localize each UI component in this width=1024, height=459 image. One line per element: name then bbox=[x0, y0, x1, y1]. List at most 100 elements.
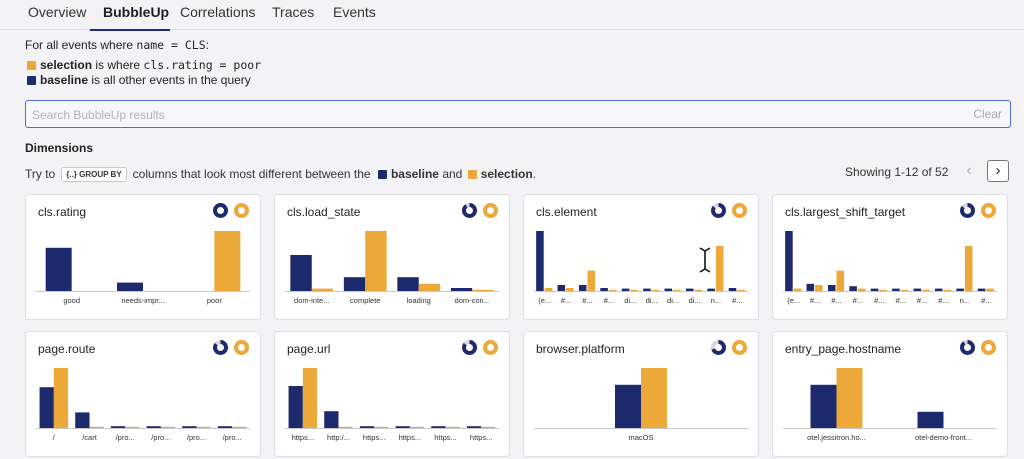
card-title: cls.element bbox=[536, 205, 597, 219]
card-title: browser.platform bbox=[536, 342, 625, 356]
chevron-left-icon[interactable]: ‹ bbox=[966, 162, 972, 179]
baseline-bar bbox=[146, 426, 161, 428]
intro-prefix: For all events where bbox=[25, 38, 137, 52]
selection-bar bbox=[338, 426, 353, 428]
baseline-bar bbox=[956, 288, 964, 291]
baseline-bar bbox=[397, 277, 419, 291]
tab-events[interactable]: Events bbox=[333, 4, 376, 20]
card-title: cls.largest_shift_target bbox=[785, 205, 906, 219]
baseline-bar bbox=[450, 288, 473, 291]
tab-overview[interactable]: Overview bbox=[28, 4, 87, 20]
x-tick-label: #... bbox=[874, 296, 884, 305]
bar-chart: macOS bbox=[534, 368, 748, 442]
selection-bar bbox=[879, 289, 887, 291]
baseline-ring-icon bbox=[213, 203, 228, 218]
baseline-bar bbox=[827, 285, 836, 291]
selection-ring-icon bbox=[732, 340, 747, 355]
bar-chart: https... http:/... https... https... https..… bbox=[285, 368, 499, 442]
bar-chart: (e... #... #... #... #... #... #... #... n... #..… bbox=[783, 231, 997, 305]
dimension-card-cls-largest-shift-target[interactable]: cls.largest_shift_target (e... #... #... #..… bbox=[772, 194, 1008, 320]
selection-bar bbox=[651, 289, 660, 291]
baseline-ring-icon bbox=[960, 340, 975, 355]
x-tick-label: https... bbox=[434, 433, 457, 442]
dimension-card-entry-page-hostname[interactable]: entry_page.hostname otel.jessitron.ho... o… bbox=[772, 331, 1008, 457]
baseline-bar bbox=[324, 411, 339, 428]
selection-bar bbox=[694, 289, 703, 291]
x-tick-label: / bbox=[53, 433, 56, 442]
baseline-bar bbox=[810, 384, 837, 428]
baseline-bar bbox=[39, 387, 54, 428]
x-tick-label: https... bbox=[470, 433, 493, 442]
baseline-bar bbox=[290, 255, 312, 291]
baseline-bar bbox=[466, 426, 482, 428]
x-tick-label: n... bbox=[711, 296, 721, 305]
selection-bar bbox=[196, 426, 211, 428]
baseline-legend: baseline is all other events in the quer… bbox=[27, 73, 251, 87]
selection-ring-icon bbox=[981, 203, 996, 218]
selection-ring-icon bbox=[732, 203, 747, 218]
baseline-word: baseline bbox=[40, 73, 89, 87]
baseline-swatch-small bbox=[377, 170, 387, 179]
x-tick-label: #... bbox=[604, 296, 614, 305]
selection-bar bbox=[160, 426, 176, 428]
x-tick-label: #... bbox=[582, 296, 592, 305]
x-tick-label: di... bbox=[646, 296, 658, 305]
tab-correlations[interactable]: Correlations bbox=[180, 4, 256, 20]
active-tab-indicator bbox=[90, 29, 170, 31]
baseline-bar bbox=[117, 282, 143, 291]
selection-bar bbox=[374, 426, 389, 428]
selection-ring-icon bbox=[483, 340, 498, 355]
selection-bar bbox=[793, 288, 802, 291]
dimensions-hint: Try to {..} GROUP BY columns that look mos… bbox=[25, 167, 536, 182]
x-tick-label: https... bbox=[399, 433, 422, 442]
tab-traces[interactable]: Traces bbox=[272, 4, 315, 20]
baseline-bar bbox=[685, 288, 694, 291]
selection-ring-icon bbox=[981, 340, 996, 355]
baseline-bar bbox=[934, 288, 943, 291]
x-tick-label: n... bbox=[960, 296, 970, 305]
dimension-card-cls-element[interactable]: cls.element (e... #... #... #... di... di... di… bbox=[523, 194, 759, 320]
selection-bar bbox=[89, 426, 104, 428]
baseline-bar bbox=[707, 288, 715, 291]
x-tick-label: dom-inte... bbox=[294, 296, 329, 305]
hint-text-a: Try to bbox=[25, 167, 56, 181]
x-tick-label: https... bbox=[292, 433, 315, 442]
x-tick-label: #... bbox=[561, 296, 571, 305]
selection-bar bbox=[673, 289, 681, 291]
x-tick-label: https... bbox=[363, 433, 386, 442]
selection-swatch bbox=[27, 61, 36, 70]
baseline-ring-icon bbox=[711, 203, 726, 218]
selection-bar bbox=[544, 288, 553, 291]
braces-icon: {..} bbox=[66, 170, 77, 179]
baseline-ring-icon bbox=[462, 340, 477, 355]
baseline-bar bbox=[917, 411, 944, 428]
group-by-label: GROUP BY bbox=[79, 170, 122, 179]
selection-bar bbox=[836, 270, 845, 291]
x-tick-label: http:/... bbox=[327, 433, 350, 442]
search-input[interactable] bbox=[32, 105, 952, 125]
intro-suffix: : bbox=[205, 38, 209, 52]
selection-bar bbox=[986, 288, 994, 291]
selection-bar bbox=[815, 285, 823, 291]
bar-chart: (e... #... #... #... di... di... di... di... n..… bbox=[534, 231, 748, 305]
x-tick-label: /cart bbox=[82, 433, 98, 442]
baseline-ring-icon bbox=[462, 203, 477, 218]
chevron-right-icon[interactable]: › bbox=[987, 160, 1009, 182]
dimension-card-page-route[interactable]: page.route / /cart/pro... /pro... /pro... /pr… bbox=[25, 331, 261, 457]
clear-button[interactable]: Clear bbox=[973, 107, 1002, 121]
x-tick-label: otel.jessitron.ho... bbox=[807, 433, 866, 442]
query-description: For all events where name = CLS: bbox=[25, 38, 209, 52]
dimension-card-cls-load-state[interactable]: cls.load_state dom-inte... complete loading… bbox=[274, 194, 510, 320]
baseline-bar bbox=[395, 426, 410, 428]
dimension-card-cls-rating[interactable]: cls.rating good needs-impr... poor bbox=[25, 194, 261, 320]
selection-bar bbox=[900, 289, 909, 291]
card-title: cls.load_state bbox=[287, 205, 361, 219]
selection-bar bbox=[715, 246, 724, 291]
dimension-card-page-url[interactable]: page.url https... http:/... https... https..… bbox=[274, 331, 510, 457]
tab-bubbleup[interactable]: BubbleUp bbox=[103, 4, 170, 20]
dimension-card-browser-platform[interactable]: browser.platform macOS bbox=[523, 331, 759, 457]
selection-bar bbox=[737, 289, 745, 291]
selection-bar bbox=[409, 426, 425, 428]
x-tick-label: #... bbox=[917, 296, 927, 305]
baseline-bar bbox=[849, 286, 857, 291]
